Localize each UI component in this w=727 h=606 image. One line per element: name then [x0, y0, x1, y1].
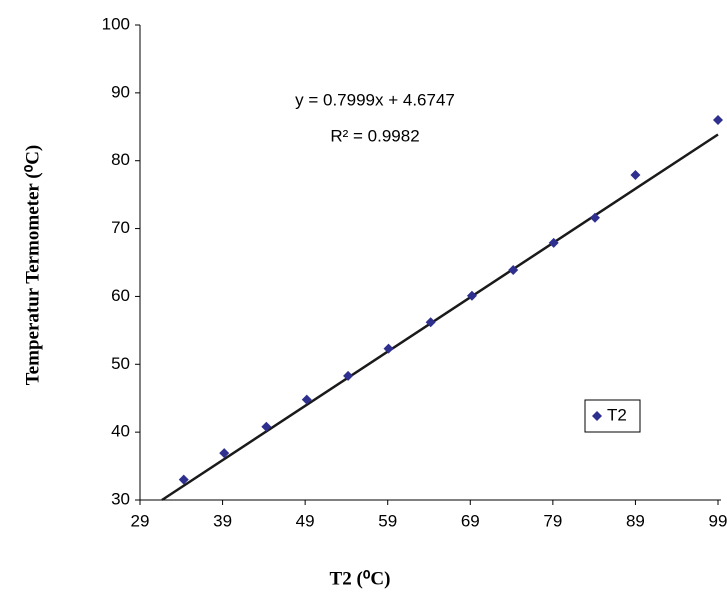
trendline — [161, 133, 719, 502]
y-tick-label: 90 — [111, 82, 130, 101]
data-point — [466, 290, 477, 301]
y-tick-label: 80 — [111, 150, 130, 169]
legend-label: T2 — [607, 405, 627, 424]
y-tick-label: 70 — [111, 218, 130, 237]
y-tick-label: 50 — [111, 354, 130, 373]
data-point — [343, 370, 354, 381]
y-tick-label: 30 — [111, 489, 130, 508]
data-point — [589, 212, 600, 223]
x-axis-title: T2 (⁰C) — [330, 568, 391, 589]
x-tick-label: 89 — [626, 511, 645, 530]
data-point — [261, 421, 272, 432]
data-point — [301, 394, 312, 405]
x-tick-label: 79 — [543, 511, 562, 530]
data-point — [383, 343, 394, 354]
data-point — [548, 237, 559, 248]
x-tick-label: 39 — [213, 511, 232, 530]
y-tick-label: 100 — [102, 14, 130, 33]
data-point — [508, 264, 519, 275]
data-point — [178, 474, 189, 485]
x-tick-label: 59 — [378, 511, 397, 530]
data-point — [425, 317, 436, 328]
y-axis-title: Temperatur Termometer (⁰C) — [22, 145, 43, 386]
trend-r2: R² = 0.9982 — [330, 126, 419, 145]
legend-marker — [592, 411, 602, 421]
x-tick-label: 69 — [461, 511, 480, 530]
x-tick-label: 49 — [296, 511, 315, 530]
x-tick-label: 99 — [709, 511, 727, 530]
x-tick-label: 29 — [131, 511, 150, 530]
data-point — [713, 115, 723, 125]
trend-equation: y = 0.7999x + 4.6747 — [295, 90, 455, 109]
data-point — [219, 448, 230, 459]
data-point — [630, 169, 641, 180]
y-tick-label: 60 — [111, 286, 130, 305]
y-tick-label: 40 — [111, 422, 130, 441]
